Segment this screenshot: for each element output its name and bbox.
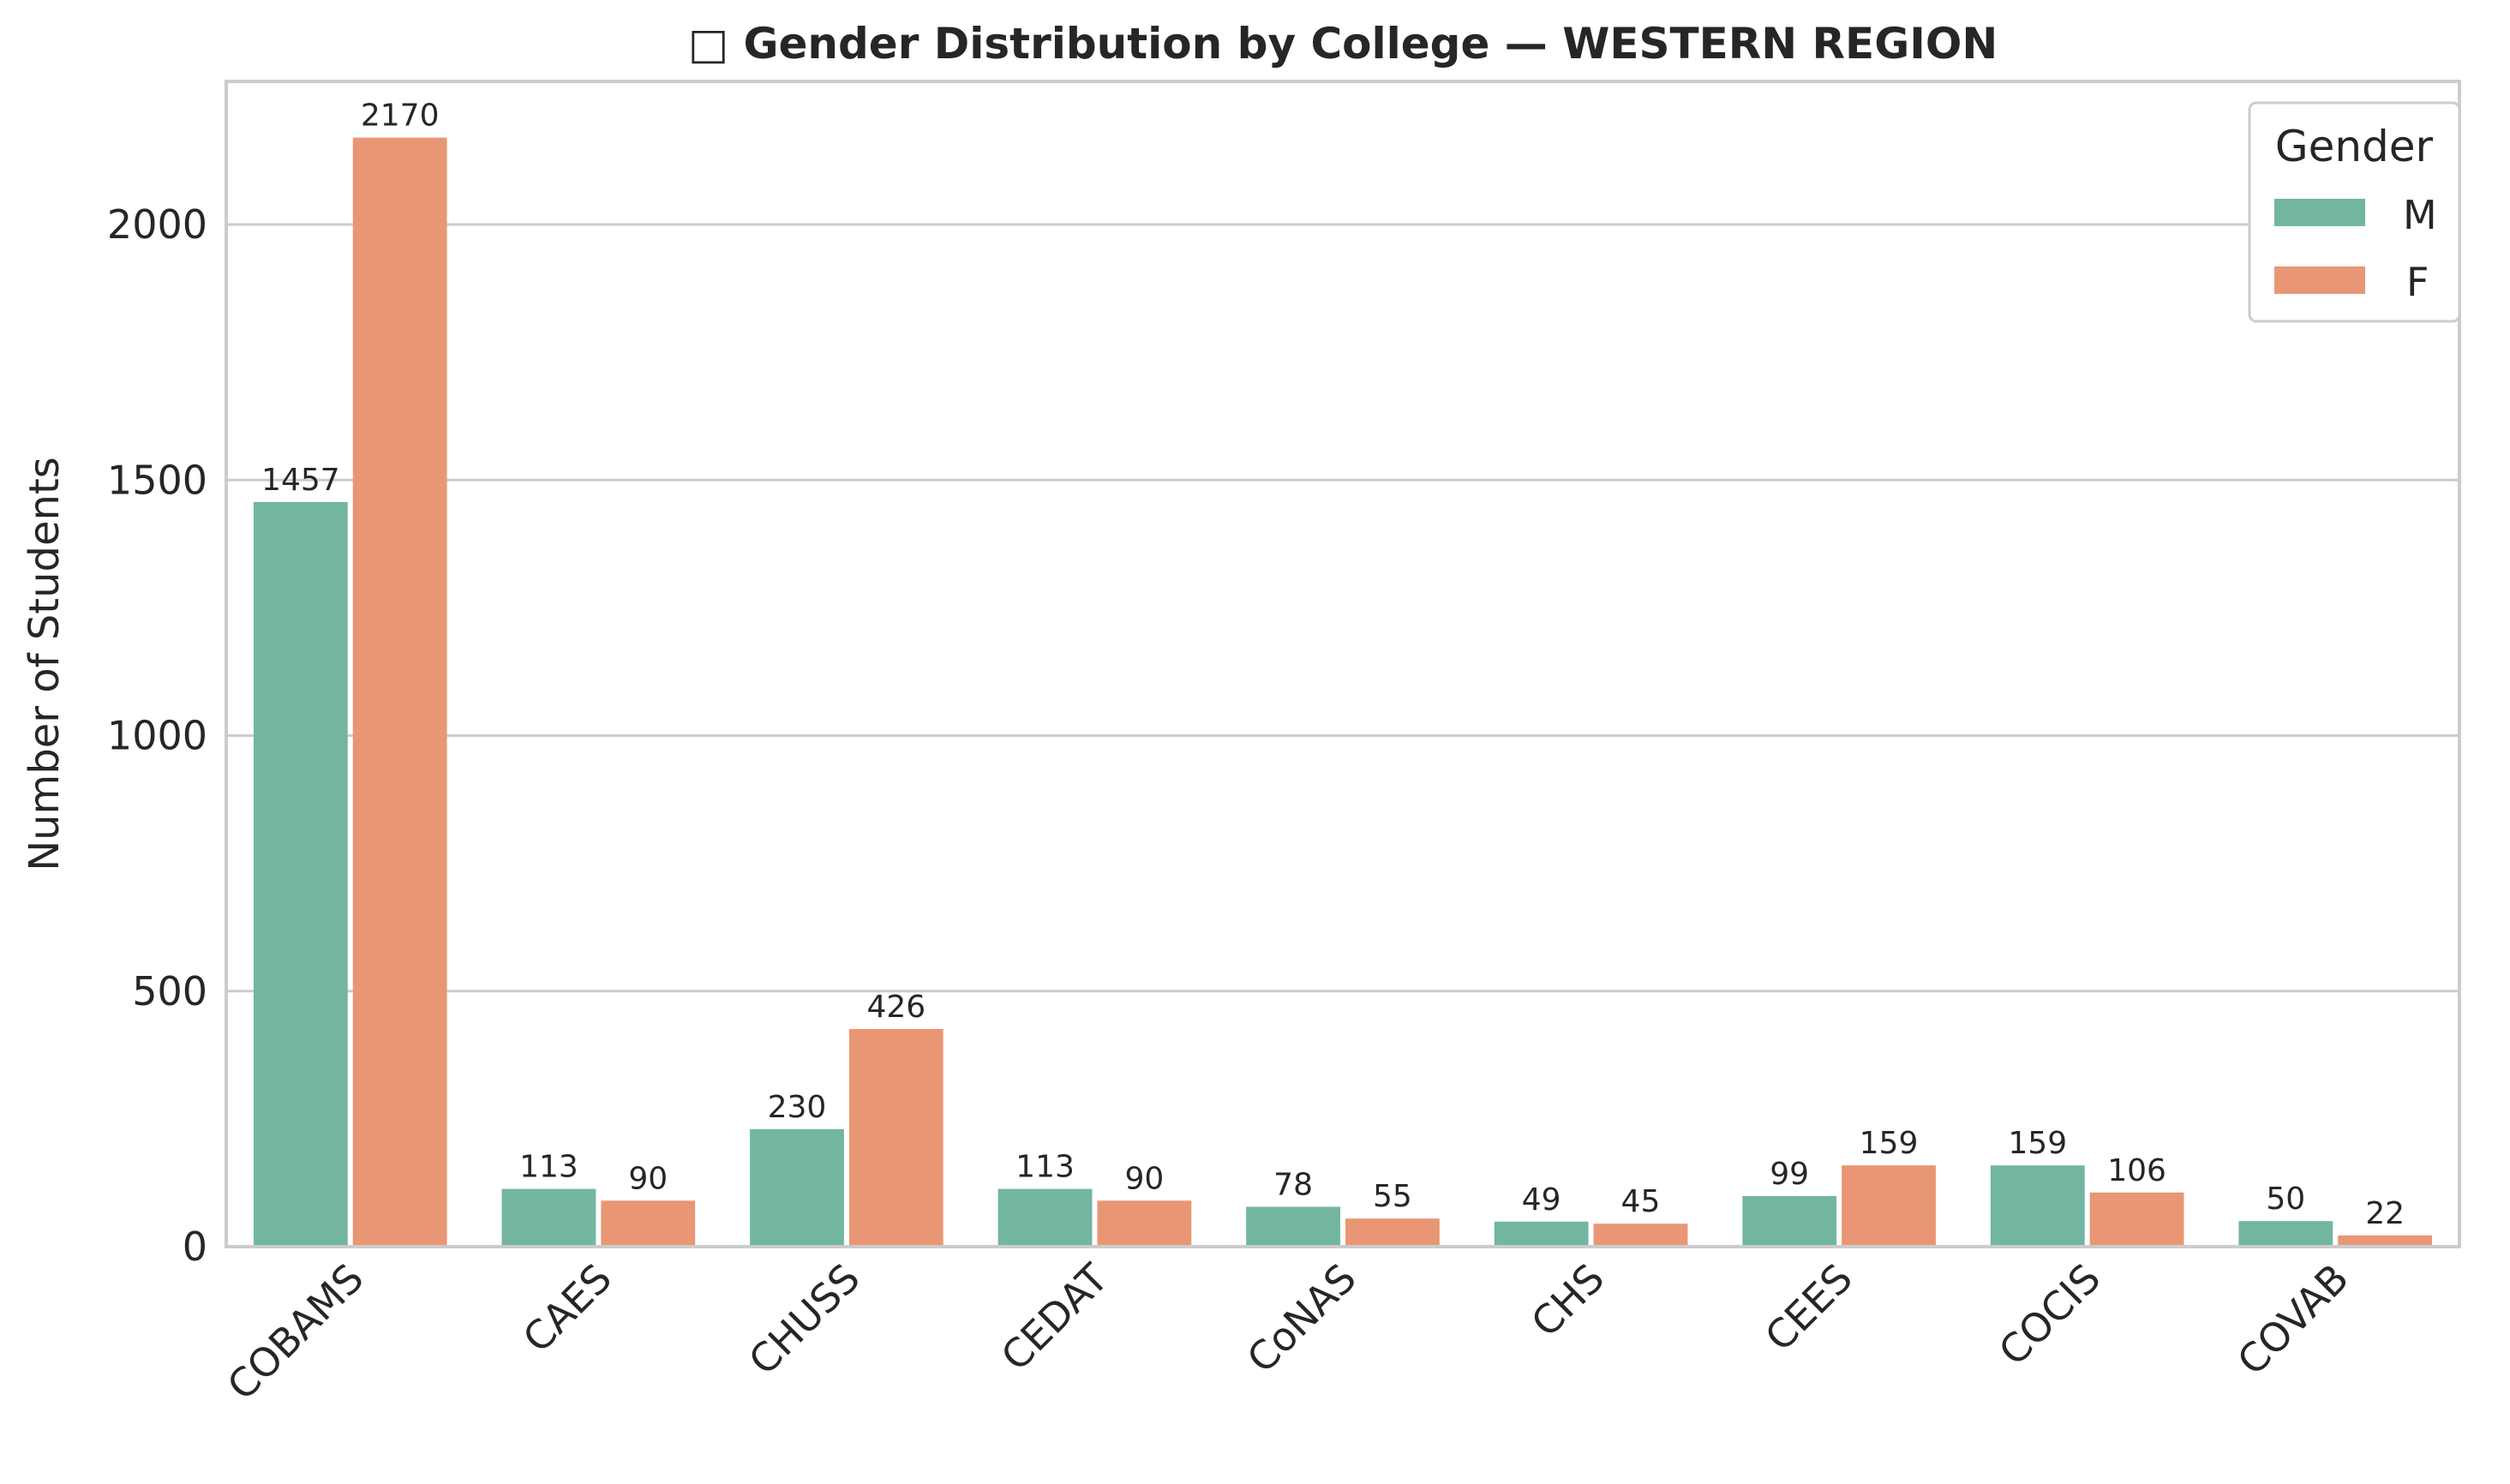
plot-frame <box>225 80 2461 1248</box>
x-tick-label-conas: CoNAS <box>1238 1255 1365 1382</box>
legend-label-m: M <box>2403 192 2437 238</box>
x-tick-label-cedat: CEDAT <box>992 1254 1117 1379</box>
data-label-f-chs: 45 <box>1621 1184 1661 1219</box>
bar-m-caes <box>501 1188 596 1247</box>
bar-f-cedat <box>1097 1200 1192 1247</box>
data-label-m-chs: 49 <box>1522 1182 1561 1218</box>
data-label-f-covab: 22 <box>2365 1196 2405 1231</box>
gridlines <box>226 223 2459 1248</box>
x-tick-label-cobams: COBAMS <box>219 1255 373 1409</box>
chart-title: □ Gender Distribution by College — WESTE… <box>688 19 1998 69</box>
data-label-f-cobams: 2170 <box>361 99 440 134</box>
legend-label-f: F <box>2406 259 2429 305</box>
x-tick-labels: COBAMS CAES CHUSS CEDAT CoNAS CHS CEES COCIS COV… <box>219 1254 2357 1409</box>
y-tick-label: 0 <box>183 1224 207 1270</box>
bars <box>253 137 2433 1248</box>
y-tick-label: 1500 <box>107 457 207 503</box>
bar-m-chs <box>1494 1221 1589 1247</box>
data-label-f-conas: 55 <box>1373 1179 1412 1214</box>
bar-f-conas <box>1345 1218 1440 1247</box>
bar-m-cedat <box>997 1188 1093 1247</box>
y-tick-labels: 0 500 1000 1500 2000 <box>107 201 207 1270</box>
bar-f-cobams <box>352 137 447 1248</box>
legend-swatch-f <box>2274 266 2365 294</box>
data-label-f-chuss: 426 <box>866 990 926 1025</box>
bar-m-cocis <box>1990 1165 2085 1247</box>
bar-m-conas <box>1246 1206 1340 1247</box>
bar-f-chs <box>1593 1224 1688 1247</box>
legend-title: Gender <box>2275 122 2434 171</box>
bar-f-cocis <box>2089 1192 2184 1247</box>
bar-m-covab <box>2238 1221 2333 1247</box>
data-label-m-caes: 113 <box>519 1150 578 1185</box>
bar-m-cobams <box>253 501 348 1247</box>
bar-m-cees <box>1742 1195 1837 1247</box>
data-label-m-chuss: 230 <box>768 1090 827 1125</box>
bar-m-chuss <box>750 1128 844 1247</box>
y-axis-label: Number of Students <box>21 457 69 871</box>
x-tick-label-caes: CAES <box>514 1255 620 1361</box>
data-label-f-caes: 90 <box>628 1161 668 1196</box>
x-tick-label-chuss: CHUSS <box>740 1255 868 1384</box>
data-labels: 1457 2170 113 90 230 426 113 90 78 55 49 45 99 159 159… <box>261 99 2405 1231</box>
x-tick-label-cees: CEES <box>1756 1255 1861 1361</box>
bar-f-caes <box>601 1200 696 1247</box>
data-label-m-cedat: 113 <box>1015 1150 1075 1185</box>
legend: Gender M F <box>2248 101 2461 323</box>
x-tick-label-covab: COVAB <box>2228 1255 2357 1385</box>
data-label-m-cocis: 159 <box>2008 1126 2067 1161</box>
y-tick-label: 2000 <box>107 201 207 248</box>
data-label-m-conas: 78 <box>1273 1167 1313 1202</box>
y-tick-label: 1000 <box>107 713 207 759</box>
legend-swatch-m <box>2274 199 2365 226</box>
data-label-f-cees: 159 <box>1860 1126 1919 1161</box>
data-label-f-cedat: 90 <box>1124 1161 1164 1196</box>
bar-f-chuss <box>848 1028 943 1247</box>
x-tick-label-cocis: COCIS <box>1990 1255 2109 1374</box>
data-label-m-cees: 99 <box>1770 1157 1809 1192</box>
bar-f-covab <box>2338 1235 2433 1247</box>
data-label-m-cobams: 1457 <box>261 463 340 498</box>
bar-f-cees <box>1842 1165 1936 1247</box>
data-label-f-cocis: 106 <box>2107 1153 2166 1188</box>
y-tick-label: 500 <box>132 968 207 1014</box>
data-label-m-covab: 50 <box>2266 1182 2305 1217</box>
x-tick-label-chs: CHS <box>1522 1255 1613 1346</box>
